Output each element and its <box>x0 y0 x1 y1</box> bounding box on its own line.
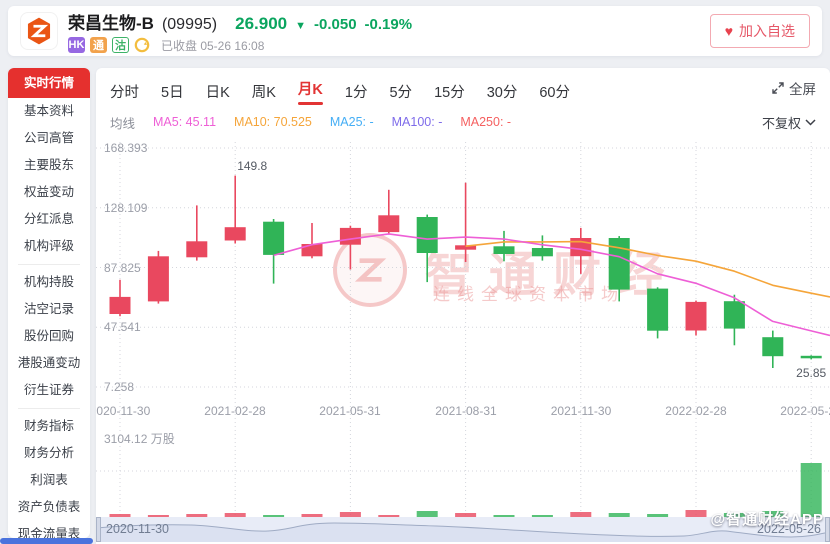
sidebar-item[interactable]: 机构评级 <box>23 239 74 253</box>
sidebar-item[interactable]: 利润表 <box>30 473 68 487</box>
sidebar-item[interactable]: 主要股东 <box>23 158 74 172</box>
watermark-subtitle: 连线全球资本市场 <box>433 285 625 304</box>
sidebar-item[interactable]: 资产负债表 <box>17 500 81 514</box>
range-navigator[interactable]: 2020-11-30 2022-05-26 <box>96 517 830 542</box>
chevron-down-icon <box>805 118 816 126</box>
period-tabs: 分时 5日 日K 周K 月K 1分 5分 15分 30分 60分 全屏 <box>96 68 830 108</box>
stock-title-block: 荣昌生物-B (09995) 26.900 ▼ -0.050 -0.19% HK… <box>68 9 412 54</box>
date-axis-tick: 2022-02-28 <box>665 404 727 418</box>
tag-gu: 沽 <box>112 37 129 53</box>
price-axis-tick: 47.541 <box>104 320 141 334</box>
price-axis-tick: 87.825 <box>104 261 141 275</box>
date-axis-tick: 2021-11-30 <box>550 404 612 418</box>
sidebar-item[interactable]: 现金流量表 <box>17 527 81 538</box>
fullscreen-button[interactable]: 全屏 <box>772 78 816 98</box>
horizontal-scrollbar[interactable] <box>0 538 93 544</box>
sidebar-item[interactable]: 公司高管 <box>23 131 74 145</box>
ma-bar-label: 均线 <box>110 116 136 131</box>
tab-period[interactable]: 60分 <box>539 84 570 101</box>
price-change: -0.050 <box>314 15 357 33</box>
sidebar-item[interactable]: 港股通变动 <box>17 356 81 370</box>
sidebar-item[interactable]: 沽空记录 <box>23 302 74 316</box>
volume-axis-label: 3104.12 万股 <box>104 432 175 446</box>
tab-period[interactable]: 周K <box>251 84 276 101</box>
sidebar: 实时行情基本资料公司高管主要股东权益变动分红派息机构评级机构持股沽空记录股份回购… <box>8 68 90 538</box>
fullscreen-expand-icon <box>772 82 784 94</box>
tag-hk: HK <box>68 37 85 53</box>
ma-legend-item: MA100: - <box>391 115 443 129</box>
ma-legend-item: MA5: 45.11 <box>153 115 217 129</box>
sidebar-item[interactable]: 实时行情 <box>8 68 90 98</box>
date-axis-tick: 2021-02-28 <box>204 404 266 418</box>
ma-legend-item: MA10: 70.525 <box>234 115 312 129</box>
navigator-right-handle[interactable] <box>825 517 830 542</box>
adjust-mode-label: 不复权 <box>761 115 801 131</box>
navigator-end-date: 2022-05-26 <box>757 522 821 536</box>
adjust-mode-dropdown[interactable]: 不复权 <box>762 113 816 132</box>
ma-legend-item: MA250: - <box>460 115 512 129</box>
sidebar-item[interactable]: 财务分析 <box>23 446 74 460</box>
price-axis-tick: 7.258 <box>104 380 135 394</box>
tab-active[interactable]: 月K <box>298 72 323 105</box>
ma-legend-bar: 均线 MA5: 45.11 MA10: 70.525 MA25: - MA100: -… <box>96 108 830 136</box>
low-price-annotation: 25.85 <box>796 366 827 380</box>
sidebar-divider <box>18 408 80 409</box>
price-axis-tick: 168.393 <box>104 141 148 155</box>
price-axis-tick: 128.109 <box>104 201 148 215</box>
sidebar-item[interactable]: 分红派息 <box>23 212 74 226</box>
date-axis-tick: 2020-11-30 <box>96 404 151 418</box>
sidebar-item[interactable]: 机构持股 <box>23 275 74 289</box>
fullscreen-label: 全屏 <box>789 82 816 97</box>
date-axis-tick: 2022-05-26 <box>780 404 830 418</box>
sidebar-divider <box>18 264 80 265</box>
stock-price: 26.900 <box>235 13 288 33</box>
header-bar: 荣昌生物-B (09995) 26.900 ▼ -0.050 -0.19% HK… <box>8 6 822 56</box>
sidebar-item[interactable]: 权益变动 <box>23 185 74 199</box>
add-watchlist-button[interactable]: ♥ 加入自选 <box>709 14 810 48</box>
heart-icon: ♥ <box>724 23 733 39</box>
price-down-triangle-icon: ▼ <box>295 19 306 32</box>
kline-plot[interactable]: 3104.12 万股 <box>96 136 830 542</box>
refresh-icon <box>134 37 150 53</box>
stock-code: (09995) <box>161 15 218 33</box>
navigator-start-date: 2020-11-30 <box>106 522 170 536</box>
tab-period[interactable]: 日K <box>205 84 230 101</box>
stock-name: 荣昌生物-B <box>68 13 154 33</box>
tags-row: HK 通 沽 已收盘 05-26 16:08 <box>68 37 412 54</box>
tab-period[interactable]: 5日 <box>161 84 184 101</box>
ma-items: MA5: 45.11 MA10: 70.525 MA25: - MA100: - MA2… <box>153 115 511 129</box>
ma-legend-item: MA25: - <box>329 115 374 129</box>
tab-period[interactable]: 15分 <box>434 84 465 101</box>
tab-period[interactable]: 1分 <box>344 84 368 101</box>
date-axis-tick: 2021-05-31 <box>319 404 381 418</box>
navigator-left-handle[interactable] <box>96 517 101 542</box>
tab-period[interactable]: 5分 <box>389 84 413 101</box>
market-status: 已收盘 05-26 16:08 <box>161 38 265 53</box>
sidebar-item[interactable]: 衍生证券 <box>23 383 74 397</box>
tab-period[interactable]: 分时 <box>110 84 139 101</box>
zhitong-logo-icon <box>20 12 58 50</box>
tab-period[interactable]: 30分 <box>486 84 518 101</box>
date-axis-tick: 2021-08-31 <box>435 404 497 418</box>
price-change-pct: -0.19% <box>364 15 413 33</box>
sidebar-item[interactable]: 股份回购 <box>23 329 74 343</box>
sidebar-item[interactable]: 财务指标 <box>23 419 74 433</box>
tag-tong: 通 <box>90 37 107 53</box>
high-price-annotation: 149.8 <box>237 159 268 173</box>
sidebar-item[interactable]: 基本资料 <box>23 104 74 118</box>
sidebar-groups: 实时行情基本资料公司高管主要股东权益变动分红派息机构评级机构持股沽空记录股份回购… <box>8 68 90 538</box>
add-watchlist-label: 加入自选 <box>739 23 795 39</box>
chart-panel: 分时 5日 日K 周K 月K 1分 5分 15分 30分 60分 全屏 均线 MA5: 45.11… <box>96 68 830 544</box>
